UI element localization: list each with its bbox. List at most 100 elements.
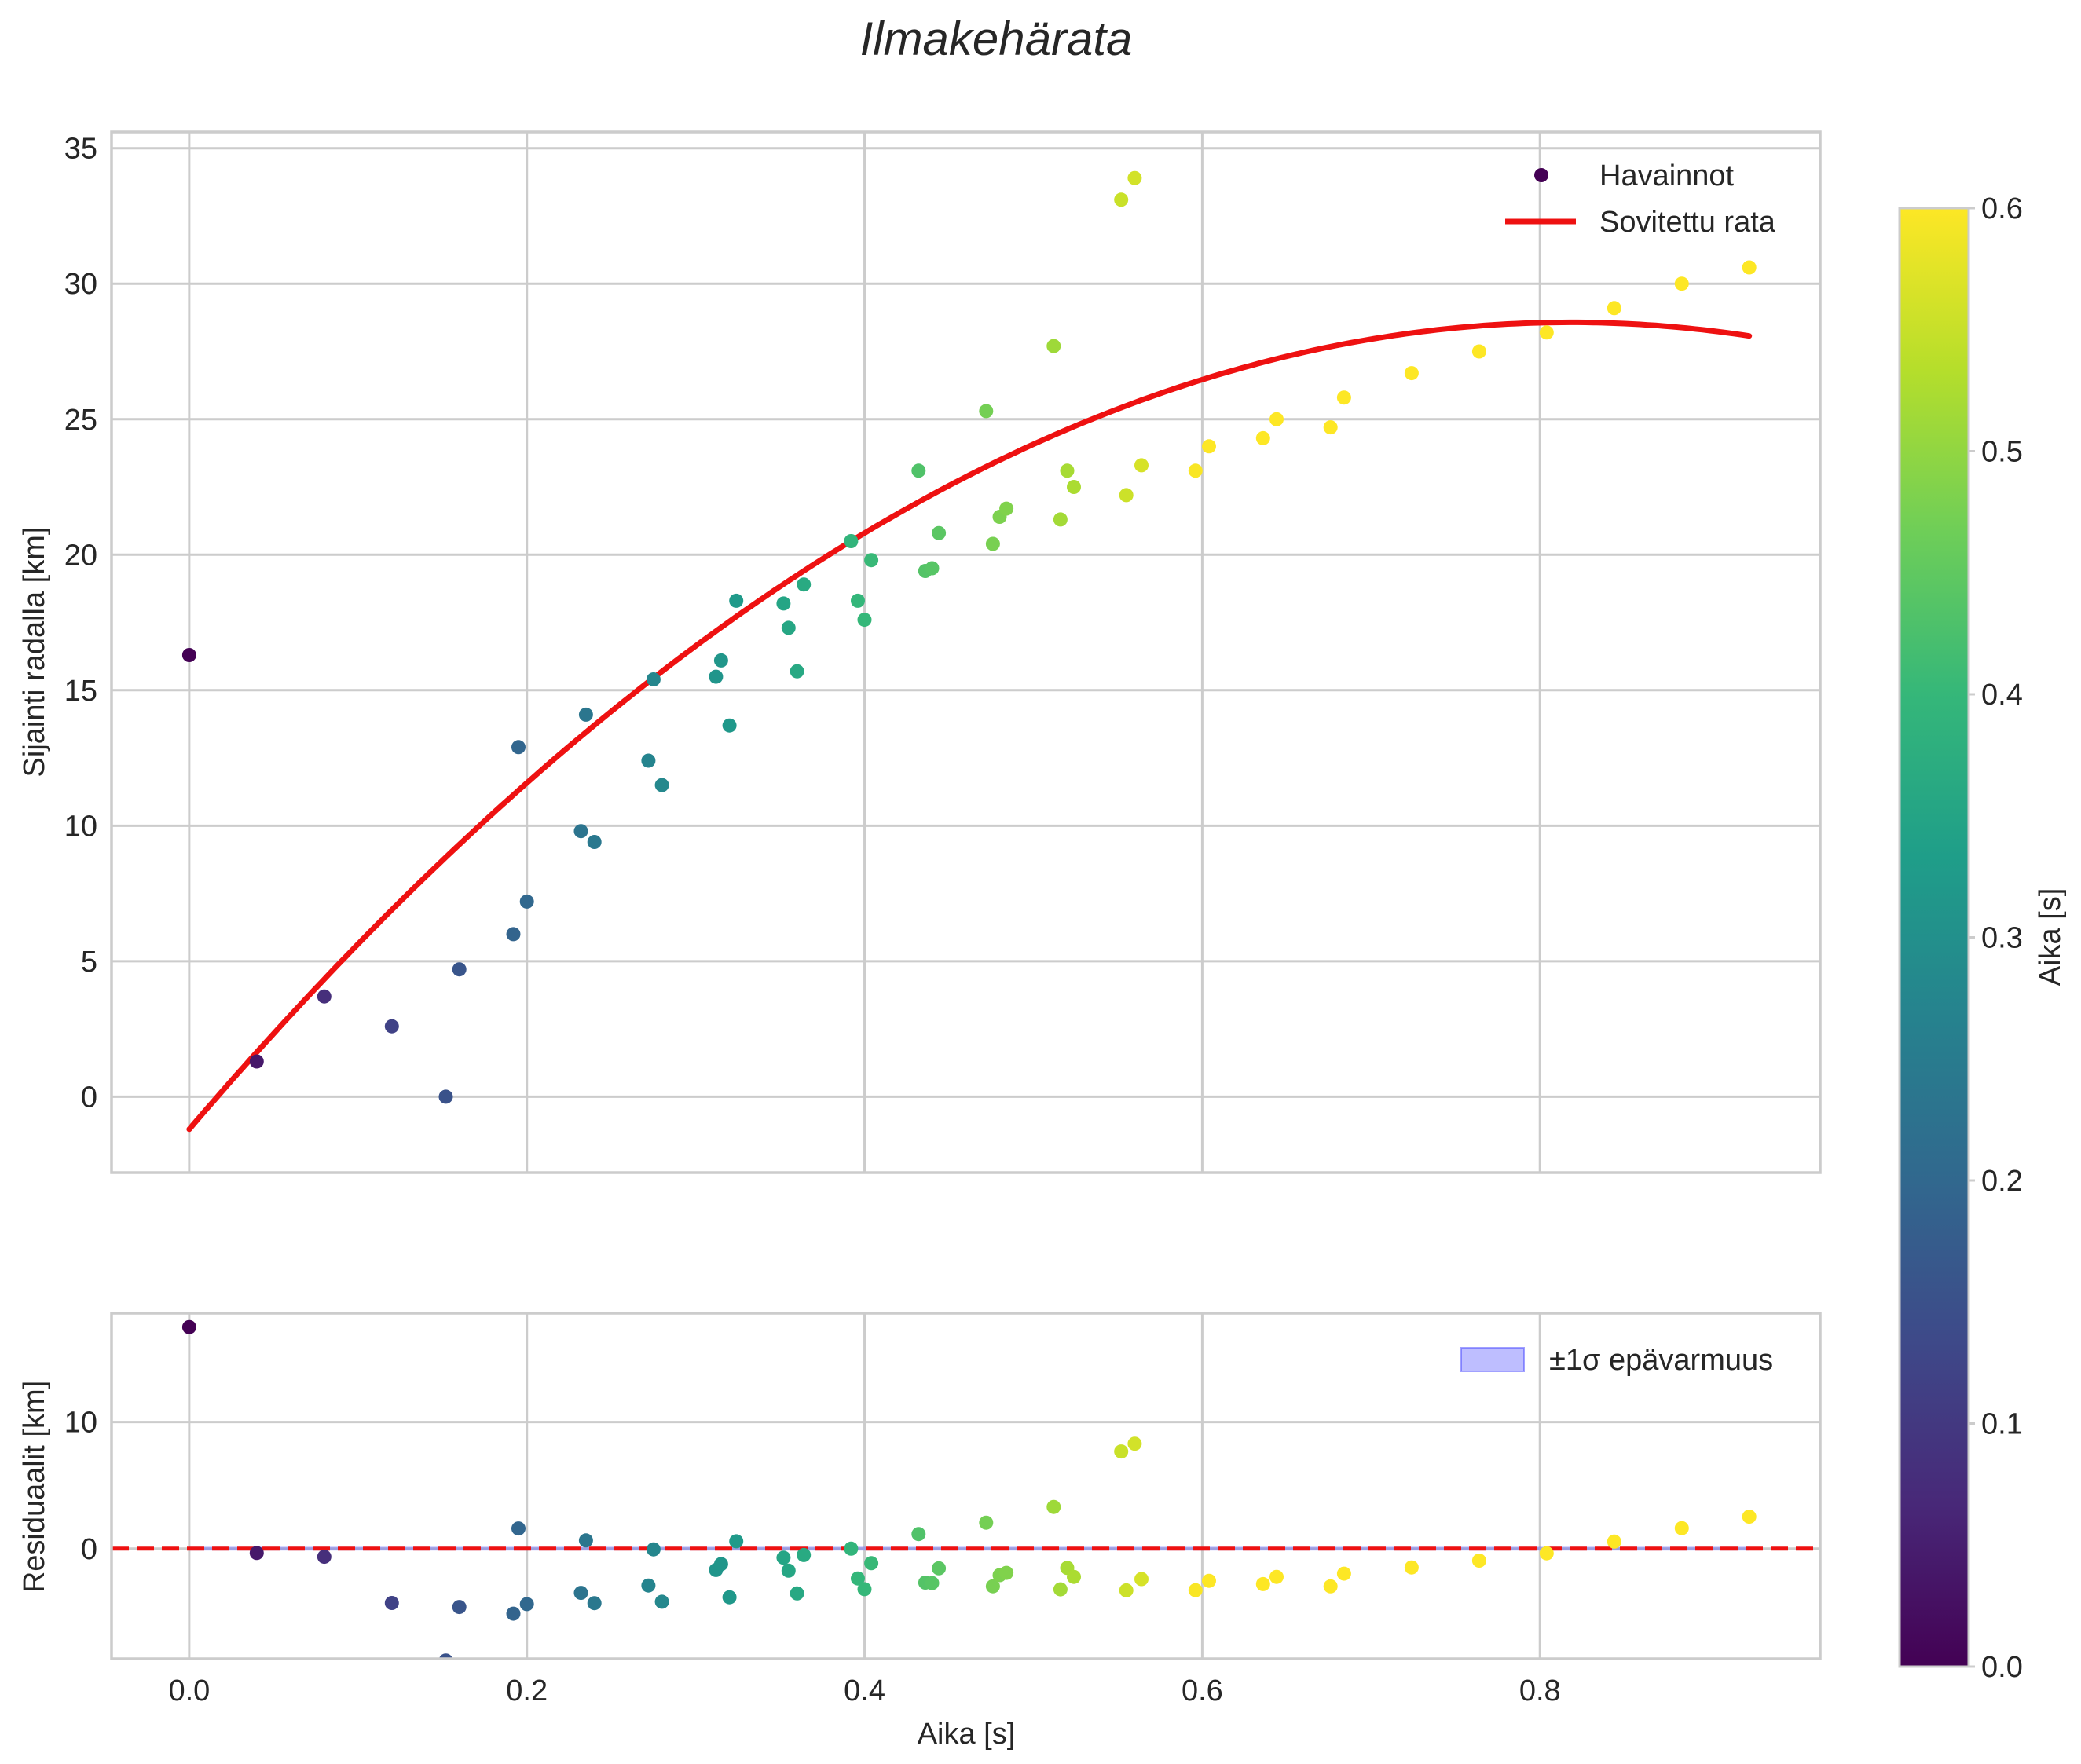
observation-point: [1060, 463, 1075, 478]
residual-point: [999, 1565, 1014, 1580]
residual-legend: ±1σ epävarmuus: [1460, 1344, 1773, 1377]
observation-point: [654, 778, 669, 792]
observation-point: [1119, 488, 1134, 503]
residual-point: [1269, 1569, 1284, 1584]
x-tick-label: 0.8: [1519, 1674, 1561, 1707]
observation-point: [317, 989, 332, 1004]
observation-point: [1202, 439, 1216, 454]
residual-point: [511, 1521, 526, 1536]
legend-label-observations: Havainnot: [1599, 159, 1735, 192]
residual-point: [646, 1542, 661, 1557]
observation-point: [713, 653, 728, 668]
observation-point: [1255, 430, 1270, 445]
observation-point: [578, 707, 593, 722]
colorbar-tick-label: 0.2: [1981, 1165, 2023, 1198]
colorbar-label: Aika [s]: [2034, 888, 2067, 986]
residual-y-axis-label: Residuaalit [km]: [18, 1381, 51, 1593]
main-y-tick-label: 25: [64, 404, 97, 437]
residual-point: [1127, 1436, 1142, 1451]
legend-marker-observations: [1534, 168, 1548, 182]
observation-point: [384, 1019, 399, 1034]
observation-point: [452, 962, 467, 977]
main-y-tick-label: 20: [64, 539, 97, 572]
residual-point: [573, 1586, 588, 1601]
observation-point: [1053, 512, 1068, 527]
colorbar-tick-labels: 0.0 0.1 0.2 0.3 0.4 0.5 0.6: [1969, 192, 2023, 1684]
residual-point: [1539, 1546, 1554, 1561]
observation-point: [1471, 344, 1486, 359]
legend-marker-band: [1460, 1347, 1525, 1372]
residual-point: [452, 1600, 467, 1615]
observation-point: [857, 613, 872, 628]
legend-label-fit: Sovitettu rata: [1599, 206, 1776, 239]
observation-point: [1674, 276, 1689, 291]
residual-point: [713, 1557, 728, 1572]
legend-label-band: ±1σ epävarmuus: [1549, 1344, 1773, 1377]
residual-point: [587, 1596, 602, 1611]
residual-point: [1202, 1573, 1216, 1588]
residual-y-tick-labels: 0 10: [64, 1407, 97, 1566]
observation-point: [781, 620, 796, 635]
observation-point: [511, 740, 526, 755]
observation-point: [1539, 325, 1554, 340]
residual-point: [1674, 1521, 1689, 1535]
observation-point: [1134, 458, 1149, 473]
observation-point: [519, 894, 534, 909]
residual-point: [781, 1563, 796, 1578]
x-tick-label: 0.6: [1182, 1674, 1223, 1707]
residual-point: [729, 1534, 744, 1549]
x-tick-label: 0.2: [506, 1674, 548, 1707]
residual-point: [925, 1576, 940, 1590]
chart-title: Ilmakehärata: [860, 13, 1133, 65]
observation-point: [646, 672, 661, 686]
main-panel-frame: [110, 130, 1822, 1174]
observation-point: [932, 525, 947, 540]
residual-point: [844, 1541, 859, 1556]
colorbar-gradient: [1898, 207, 1970, 1668]
residual-point: [1046, 1499, 1061, 1514]
residual-point: [1336, 1566, 1351, 1581]
residual-y-tick-label: 10: [64, 1407, 97, 1440]
main-y-tick-label: 0: [81, 1081, 97, 1114]
main-y-tick-label: 10: [64, 810, 97, 843]
residual-point: [722, 1590, 737, 1605]
residual-point: [578, 1533, 593, 1548]
residual-panel-frame: [110, 1312, 1822, 1660]
main-legend: Havainnot Sovitettu rata: [1505, 159, 1776, 239]
observation-point: [1336, 390, 1351, 405]
colorbar-tick-label: 0.0: [1981, 1651, 2023, 1684]
main-panel: 0 5 10 15 20 25 30 35 Sijainti radalla [km] Hav…: [18, 130, 1822, 1174]
residual-point: [1053, 1582, 1068, 1597]
observation-point: [776, 596, 791, 611]
observation-point: [851, 593, 865, 608]
observation-points: [181, 170, 1757, 1104]
residual-point: [851, 1571, 865, 1586]
residual-point: [1067, 1569, 1081, 1584]
fitted-trajectory-line: [186, 319, 1753, 1133]
residual-point: [985, 1579, 1000, 1594]
observation-point: [181, 648, 196, 662]
residual-point: [1255, 1576, 1270, 1591]
observation-point: [1323, 420, 1338, 435]
observation-point: [1188, 463, 1203, 478]
residual-point: [1119, 1583, 1134, 1597]
observation-point: [722, 718, 737, 733]
colorbar-tick-label: 0.5: [1981, 436, 2023, 469]
observation-point: [1046, 339, 1061, 353]
residual-point: [1323, 1579, 1338, 1594]
x-tick-labels: 0.0 0.2 0.4 0.6 0.8: [168, 1674, 1560, 1707]
x-tick-label: 0.0: [168, 1674, 210, 1707]
observation-point: [1067, 480, 1081, 494]
residual-point: [911, 1527, 926, 1542]
residual-points: [181, 1319, 1757, 1659]
residual-point: [932, 1561, 947, 1576]
residual-point: [654, 1594, 669, 1609]
observation-point: [438, 1089, 453, 1104]
main-y-tick-label: 15: [64, 675, 97, 708]
colorbar-tick-label: 0.6: [1981, 192, 2023, 225]
residual-point: [1742, 1510, 1757, 1524]
residual-point: [438, 1653, 453, 1659]
residual-point: [864, 1556, 879, 1571]
x-axis-label: Aika [s]: [918, 1718, 1016, 1751]
residual-point: [797, 1547, 812, 1562]
